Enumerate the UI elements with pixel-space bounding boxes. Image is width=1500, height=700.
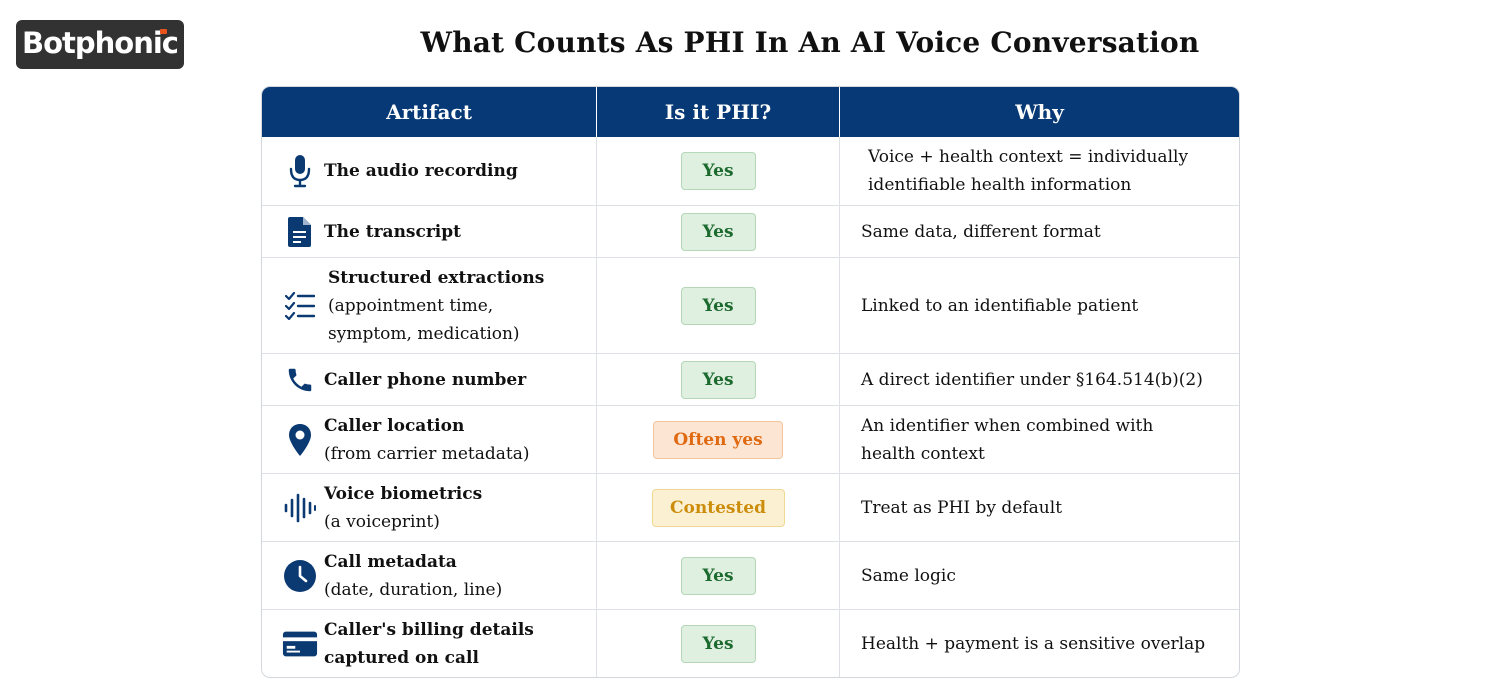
phi-status-badge: Often yes: [653, 420, 783, 459]
artifact-cell: Caller phone number: [262, 354, 596, 405]
phi-status-badge: Yes: [680, 286, 756, 325]
table-row: The transcript Yes Same data, different fo…: [262, 205, 1239, 257]
why-cell: A direct identifier under §164.514(b)(2): [839, 354, 1239, 405]
table-body: The audio recording Yes Voice + health con…: [262, 137, 1239, 677]
why-text: Same logic: [861, 565, 956, 586]
header-why: Why: [839, 87, 1239, 137]
logo-wordmark: Botphonic: [22, 26, 179, 60]
phi-status-cell: Contested: [596, 474, 839, 541]
table-row: Call metadata (date, duration, line) Yes Sa…: [262, 541, 1239, 609]
phi-status-cell: Yes: [596, 542, 839, 609]
phi-table: Artifact Is it PHI? Why The audio record…: [261, 86, 1240, 678]
artifact-text: The audio recording: [324, 157, 518, 185]
table-row: Caller phone number Yes A direct identifie…: [262, 353, 1239, 405]
artifact-cell: Structured extractions (appointment time,…: [262, 258, 596, 353]
artifact-cell: Call metadata (date, duration, line): [262, 542, 596, 609]
artifact-cell: Voice biometrics (a voiceprint): [262, 474, 596, 541]
artifact-text: Caller's billing details captured on cal…: [324, 616, 534, 672]
why-cell: Same data, different format: [839, 206, 1239, 257]
artifact-name: The audio recording: [324, 161, 518, 181]
artifact-name: Call metadata: [324, 551, 457, 572]
credit-card-icon: [282, 626, 318, 662]
table-row: Voice biometrics (a voiceprint) Contested T…: [262, 473, 1239, 541]
logo-accent-dot: [160, 29, 167, 34]
artifact-text: The transcript: [324, 218, 461, 246]
artifact-name: The transcript: [324, 221, 462, 242]
checklist-icon: [282, 288, 318, 324]
phi-status-cell: Yes: [596, 354, 839, 405]
header-is-it-phi: Is it PHI?: [596, 87, 839, 137]
phi-status-badge: Yes: [680, 624, 756, 663]
artifact-cell: The audio recording: [262, 137, 596, 205]
why-cell: Health + payment is a sensitive overlap: [839, 610, 1239, 677]
why-text: Health + payment is a sensitive overlap: [861, 633, 1206, 654]
phi-status-badge: Yes: [680, 212, 756, 251]
why-cell: Treat as PHI by default: [839, 474, 1239, 541]
why-text: Linked to an identifiable patient: [861, 295, 1139, 316]
artifact-name: Caller location: [324, 415, 465, 436]
phi-status-badge: Contested: [651, 488, 785, 527]
phi-status-cell: Yes: [596, 610, 839, 677]
botphonic-logo: Botphonic: [16, 20, 184, 69]
table-header: Artifact Is it PHI? Why: [262, 87, 1239, 137]
clock-icon: [282, 558, 318, 594]
phi-status-cell: Yes: [596, 137, 839, 205]
artifact-detail: (appointment time, symptom, medication): [328, 295, 520, 344]
artifact-name: Caller's billing details captured on cal…: [324, 619, 534, 668]
phi-status-badge: Yes: [680, 556, 756, 595]
phone-icon: [282, 362, 318, 398]
artifact-name: Voice biometrics: [324, 483, 483, 504]
artifact-cell: Caller's billing details captured on cal…: [262, 610, 596, 677]
soundwave-icon: [282, 490, 318, 526]
artifact-cell: Caller location (from carrier metadata): [262, 406, 596, 473]
document-icon: [282, 214, 318, 250]
why-cell: Voice + health context = individually id…: [839, 137, 1239, 205]
artifact-text: Voice biometrics (a voiceprint): [324, 480, 482, 536]
table-row: Caller location (from carrier metadata) Of…: [262, 405, 1239, 473]
table-row: Structured extractions (appointment time,…: [262, 257, 1239, 353]
why-cell: Same logic: [839, 542, 1239, 609]
artifact-name: Caller phone number: [324, 369, 527, 390]
phi-status-badge: Yes: [680, 152, 756, 190]
artifact-detail: (from carrier metadata): [324, 443, 530, 464]
table-row: Caller's billing details captured on cal…: [262, 609, 1239, 677]
why-text: Treat as PHI by default: [861, 497, 1063, 518]
table-row: The audio recording Yes Voice + health con…: [262, 137, 1239, 205]
page-title: What Counts As PHI In An AI Voice Conver…: [420, 26, 1200, 59]
why-cell: Linked to an identifiable patient: [839, 258, 1239, 353]
phi-status-cell: Yes: [596, 206, 839, 257]
artifact-text: Caller location (from carrier metadata): [324, 412, 530, 468]
location-pin-icon: [282, 422, 318, 458]
why-text: Same data, different format: [861, 221, 1101, 242]
header-artifact: Artifact: [386, 100, 472, 124]
phi-status-cell: Yes: [596, 258, 839, 353]
why-text: Voice + health context = individually id…: [868, 147, 1189, 195]
artifact-text: Caller phone number: [324, 366, 526, 394]
phi-status-cell: Often yes: [596, 406, 839, 473]
phi-status-badge: Yes: [680, 360, 756, 399]
artifact-text: Structured extractions (appointment time,…: [324, 264, 544, 348]
why-cell: An identifier when combined with health …: [839, 406, 1239, 473]
artifact-text: Call metadata (date, duration, line): [324, 548, 502, 604]
artifact-name: Structured extractions: [328, 267, 545, 288]
artifact-detail: (date, duration, line): [324, 579, 503, 600]
artifact-detail: (a voiceprint): [324, 511, 440, 532]
microphone-icon: [282, 153, 318, 189]
why-text: A direct identifier under §164.514(b)(2): [861, 369, 1203, 390]
artifact-cell: The transcript: [262, 206, 596, 257]
why-text: An identifier when combined with health …: [861, 415, 1154, 464]
